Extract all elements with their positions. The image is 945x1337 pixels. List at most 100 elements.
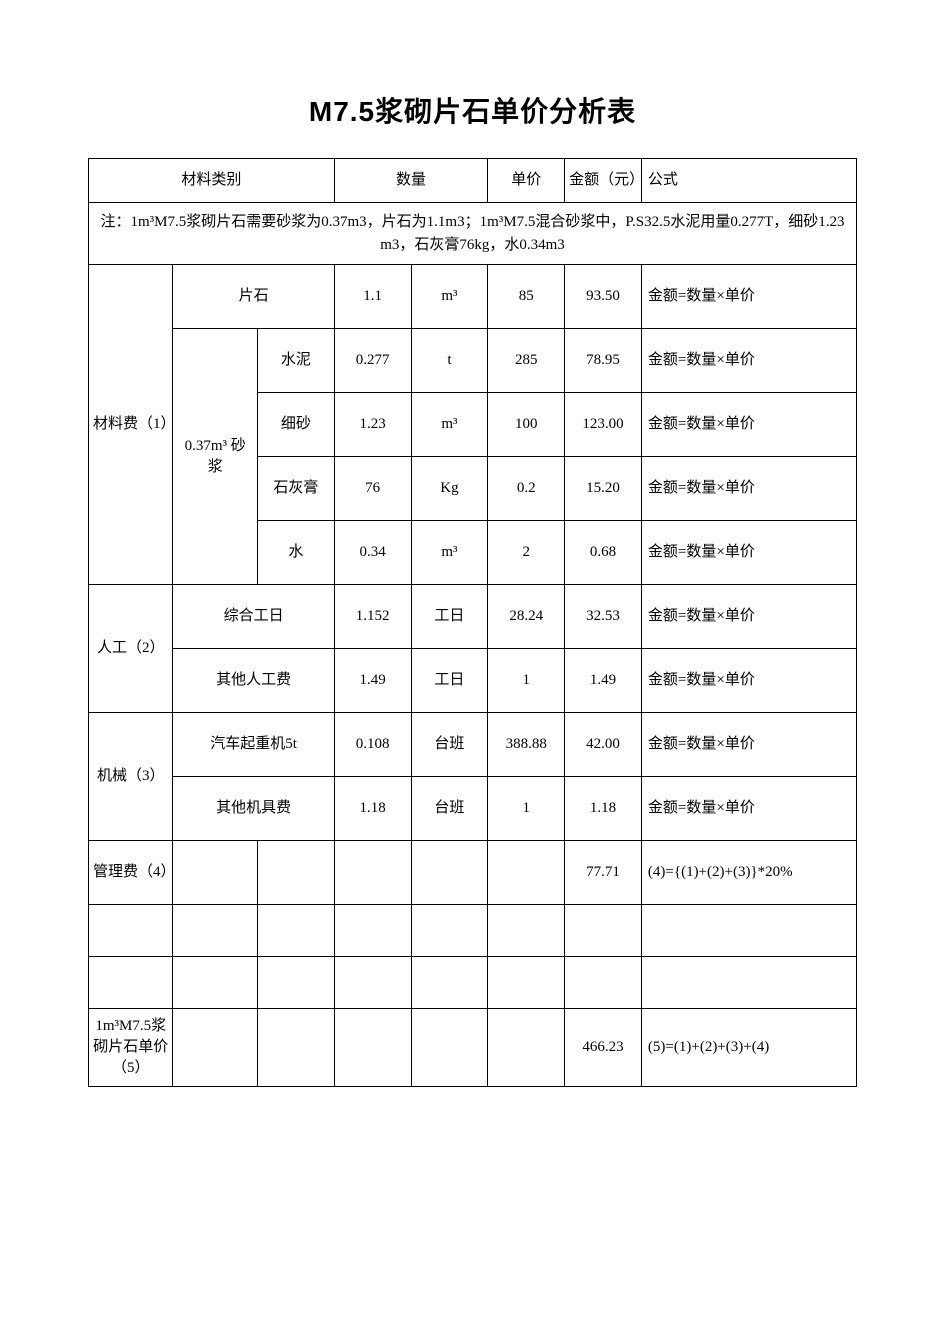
- cell-price: 2: [488, 521, 565, 585]
- cell-formula: 金额=数量×单价: [641, 329, 856, 393]
- cell-unit: 工日: [411, 649, 488, 713]
- section-machine-label: 机械（3）: [89, 713, 173, 841]
- cell-empty: [257, 1009, 334, 1087]
- header-quantity: 数量: [334, 159, 488, 203]
- table-row: 材料费（1） 片石 1.1 m³ 85 93.50 金额=数量×单价: [89, 265, 857, 329]
- cell-amount: 93.50: [565, 265, 642, 329]
- cell-formula: 金额=数量×单价: [641, 521, 856, 585]
- cell-empty: [89, 957, 173, 1009]
- cell-qty: 1.18: [334, 777, 411, 841]
- table-row: 机械（3） 汽车起重机5t 0.108 台班 388.88 42.00 金额=数…: [89, 713, 857, 777]
- cell-empty: [173, 957, 257, 1009]
- cell-empty: [565, 957, 642, 1009]
- cell-price: 0.2: [488, 457, 565, 521]
- note-text: 注：1m³M7.5浆砌片石需要砂浆为0.37m3，片石为1.1m3；1m³M7.…: [89, 203, 857, 265]
- cell-empty: [488, 905, 565, 957]
- cell-unit: m³: [411, 393, 488, 457]
- cell-empty: [411, 841, 488, 905]
- cell-formula: 金额=数量×单价: [641, 713, 856, 777]
- section-mgmt-label: 管理费（4）: [89, 841, 173, 905]
- labor-name: 综合工日: [173, 585, 334, 649]
- cell-qty: 0.108: [334, 713, 411, 777]
- cell-unit: 台班: [411, 777, 488, 841]
- cell-formula: (4)={(1)+(2)+(3)}*20%: [641, 841, 856, 905]
- cell-qty: 0.277: [334, 329, 411, 393]
- table-row-empty: [89, 957, 857, 1009]
- machine-name: 汽车起重机5t: [173, 713, 334, 777]
- cell-empty: [488, 1009, 565, 1087]
- table-row: 其他机具费 1.18 台班 1 1.18 金额=数量×单价: [89, 777, 857, 841]
- cell-empty: [411, 957, 488, 1009]
- cell-price: 85: [488, 265, 565, 329]
- cell-formula: 金额=数量×单价: [641, 393, 856, 457]
- cell-price: 1: [488, 649, 565, 713]
- cell-empty: [257, 957, 334, 1009]
- cell-qty: 1.1: [334, 265, 411, 329]
- cell-formula: 金额=数量×单价: [641, 457, 856, 521]
- cell-empty: [411, 905, 488, 957]
- page-title: M7.5浆砌片石单价分析表: [88, 90, 857, 130]
- cell-amount: 78.95: [565, 329, 642, 393]
- cell-empty: [565, 905, 642, 957]
- section-total-label: 1m³M7.5浆砌片石单价（5）: [89, 1009, 173, 1087]
- cell-empty: [173, 905, 257, 957]
- labor-name: 其他人工费: [173, 649, 334, 713]
- table-row: 0.37m³ 砂浆 水泥 0.277 t 285 78.95 金额=数量×单价: [89, 329, 857, 393]
- cell-amount: 1.49: [565, 649, 642, 713]
- cell-amount: 15.20: [565, 457, 642, 521]
- header-amount: 金额（元）: [565, 159, 642, 203]
- cell-empty: [488, 841, 565, 905]
- table-row: 人工（2） 综合工日 1.152 工日 28.24 32.53 金额=数量×单价: [89, 585, 857, 649]
- header-formula: 公式: [641, 159, 856, 203]
- cell-qty: 1.152: [334, 585, 411, 649]
- cell-amount: 42.00: [565, 713, 642, 777]
- cell-unit: m³: [411, 521, 488, 585]
- cell-empty: [173, 841, 257, 905]
- cell-formula: 金额=数量×单价: [641, 649, 856, 713]
- table-row: 1m³M7.5浆砌片石单价（5） 466.23 (5)=(1)+(2)+(3)+…: [89, 1009, 857, 1087]
- cell-empty: [488, 957, 565, 1009]
- section-labor-label: 人工（2）: [89, 585, 173, 713]
- cell-formula: (5)=(1)+(2)+(3)+(4): [641, 1009, 856, 1087]
- material-name: 水: [257, 521, 334, 585]
- table-row: 其他人工费 1.49 工日 1 1.49 金额=数量×单价: [89, 649, 857, 713]
- cell-unit: Kg: [411, 457, 488, 521]
- cell-price: 28.24: [488, 585, 565, 649]
- cell-empty: [89, 905, 173, 957]
- cell-qty: 0.34: [334, 521, 411, 585]
- cell-empty: [334, 905, 411, 957]
- cell-formula: 金额=数量×单价: [641, 777, 856, 841]
- cell-price: 388.88: [488, 713, 565, 777]
- cell-unit: t: [411, 329, 488, 393]
- cell-price: 285: [488, 329, 565, 393]
- cell-qty: 1.49: [334, 649, 411, 713]
- cell-amount: 77.71: [565, 841, 642, 905]
- cell-unit: 台班: [411, 713, 488, 777]
- cell-amount: 32.53: [565, 585, 642, 649]
- material-name: 石灰膏: [257, 457, 334, 521]
- material-name: 水泥: [257, 329, 334, 393]
- analysis-table: 材料类别 数量 单价 金额（元） 公式 注：1m³M7.5浆砌片石需要砂浆为0.…: [88, 158, 857, 1087]
- section-material-label: 材料费（1）: [89, 265, 173, 585]
- header-material-category: 材料类别: [89, 159, 335, 203]
- material-name: 细砂: [257, 393, 334, 457]
- cell-empty: [641, 957, 856, 1009]
- table-row: 管理费（4） 77.71 (4)={(1)+(2)+(3)}*20%: [89, 841, 857, 905]
- cell-empty: [257, 905, 334, 957]
- cell-empty: [411, 1009, 488, 1087]
- cell-unit: m³: [411, 265, 488, 329]
- cell-amount: 123.00: [565, 393, 642, 457]
- cell-empty: [334, 957, 411, 1009]
- cell-empty: [334, 841, 411, 905]
- cell-empty: [641, 905, 856, 957]
- cell-qty: 76: [334, 457, 411, 521]
- cell-qty: 1.23: [334, 393, 411, 457]
- cell-formula: 金额=数量×单价: [641, 265, 856, 329]
- cell-amount: 1.18: [565, 777, 642, 841]
- cell-amount: 466.23: [565, 1009, 642, 1087]
- cell-price: 1: [488, 777, 565, 841]
- cell-empty: [173, 1009, 257, 1087]
- cell-unit: 工日: [411, 585, 488, 649]
- cell-price: 100: [488, 393, 565, 457]
- header-unit-price: 单价: [488, 159, 565, 203]
